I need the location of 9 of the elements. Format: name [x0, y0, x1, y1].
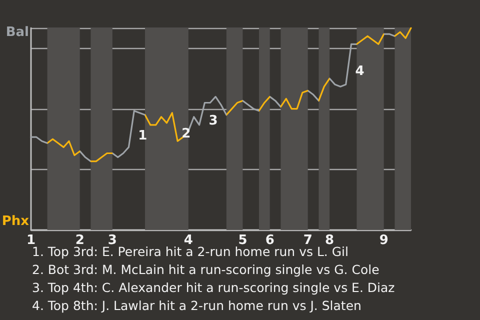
- annotation: 1: [138, 128, 148, 144]
- annotation: 3: [208, 113, 218, 128]
- text: 2. Bot 3rd: M. McLain hit a run-scoring single vs G. Cole: [32, 262, 380, 277]
- text: 3. Top 4th: C. Alexander hit a run-scoring single vs E. Diaz: [32, 280, 396, 295]
- text: Phx: [2, 214, 30, 229]
- annotation: 4: [355, 64, 364, 79]
- text: 4. Top 8th: J. Lawlar hit a 2-run home run vs J. Slaten: [32, 298, 362, 313]
- text: Bal: [6, 25, 29, 40]
- x-tick-label: 9: [379, 233, 388, 248]
